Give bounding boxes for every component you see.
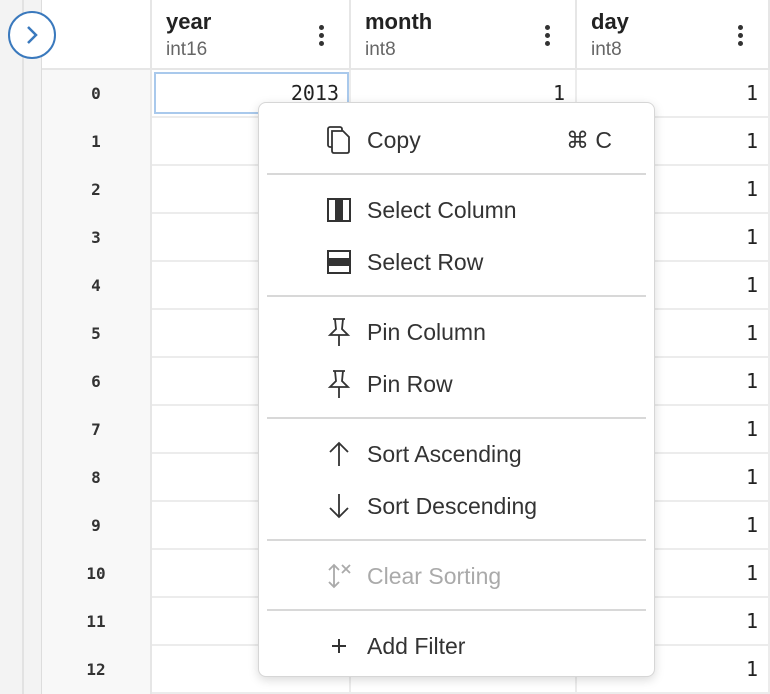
- chevron-right-icon: [27, 26, 38, 44]
- menu-divider: [267, 295, 646, 297]
- cell-day[interactable]: 1: [577, 358, 770, 404]
- cell-day[interactable]: 1: [577, 598, 770, 644]
- column-menu-icon[interactable]: [319, 25, 325, 47]
- copy-shortcut: ⌘ C: [566, 126, 612, 153]
- column-header-year[interactable]: year int16: [152, 0, 351, 70]
- menu-divider: [267, 417, 646, 419]
- copy-icon: [325, 126, 353, 154]
- row-index: 10: [42, 550, 152, 598]
- arrow-down-icon: [325, 492, 353, 520]
- menu-item-select-column[interactable]: Select Column: [259, 190, 654, 230]
- column-menu-icon[interactable]: [738, 25, 744, 47]
- row-index: 7: [42, 406, 152, 454]
- row-index: 2: [42, 166, 152, 214]
- column-header-month[interactable]: month int8: [351, 0, 577, 70]
- menu-item-pin-column[interactable]: Pin Column: [259, 312, 654, 352]
- expand-sidebar-button[interactable]: [8, 11, 56, 59]
- row-index: 1: [42, 118, 152, 166]
- cell-day[interactable]: 1: [577, 166, 770, 212]
- context-menu: Copy ⌘ C Select Column Select Row Pin Co…: [258, 102, 655, 677]
- select-column-icon: [325, 196, 353, 224]
- pin-icon: [325, 318, 353, 346]
- pin-icon: [325, 370, 353, 398]
- select-row-icon: [325, 248, 353, 276]
- cell-year[interactable]: 2013: [152, 70, 351, 116]
- cell-day[interactable]: 1: [577, 118, 770, 164]
- row-index: 12: [42, 646, 152, 694]
- sidebar-strip: [0, 0, 42, 694]
- row-index: 5: [42, 310, 152, 358]
- cell-day[interactable]: 1: [577, 454, 770, 500]
- column-header-day[interactable]: day int8: [577, 0, 770, 70]
- cell-day[interactable]: 1: [577, 550, 770, 596]
- row-index: 9: [42, 502, 152, 550]
- arrow-up-icon: [325, 440, 353, 468]
- cell-month[interactable]: 1: [351, 70, 577, 116]
- row-index-header: [42, 0, 152, 70]
- cell-day[interactable]: 1: [577, 406, 770, 452]
- clear-sort-icon: [325, 562, 353, 590]
- row-index: 4: [42, 262, 152, 310]
- column-menu-icon[interactable]: [545, 25, 551, 47]
- menu-item-pin-row[interactable]: Pin Row: [259, 364, 654, 404]
- cell-day[interactable]: 1: [577, 214, 770, 260]
- row-index: 6: [42, 358, 152, 406]
- table-row: 12 1: [42, 646, 770, 694]
- row-index: 11: [42, 598, 152, 646]
- menu-item-sort-descending[interactable]: Sort Descending: [259, 486, 654, 526]
- row-index: 3: [42, 214, 152, 262]
- menu-item-clear-sorting: Clear Sorting: [259, 556, 654, 596]
- cell-day[interactable]: 1: [577, 262, 770, 308]
- menu-divider: [267, 173, 646, 175]
- menu-item-select-row[interactable]: Select Row: [259, 242, 654, 282]
- cell-day[interactable]: 1: [577, 646, 770, 692]
- cell-day[interactable]: 1: [577, 70, 770, 116]
- cell-day[interactable]: 1: [577, 502, 770, 548]
- menu-item-add-filter[interactable]: Add Filter: [259, 626, 654, 666]
- cell-day[interactable]: 1: [577, 310, 770, 356]
- row-index: 0: [42, 70, 152, 118]
- menu-divider: [267, 609, 646, 611]
- menu-divider: [267, 539, 646, 541]
- row-index: 8: [42, 454, 152, 502]
- menu-item-sort-ascending[interactable]: Sort Ascending: [259, 434, 654, 474]
- menu-item-copy[interactable]: Copy ⌘ C: [259, 120, 654, 160]
- plus-icon: [325, 632, 353, 660]
